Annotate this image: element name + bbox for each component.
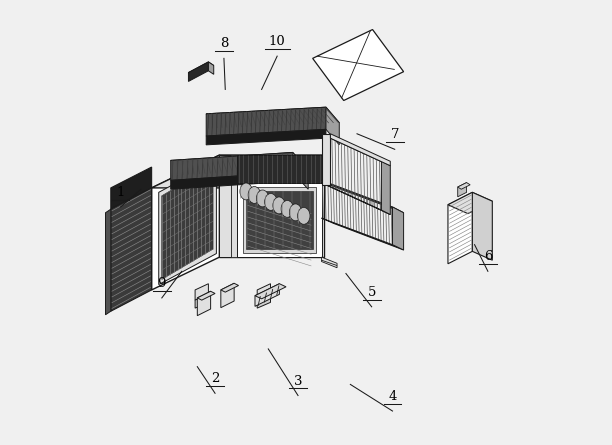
Polygon shape bbox=[392, 207, 403, 250]
Polygon shape bbox=[111, 188, 152, 311]
Polygon shape bbox=[152, 155, 220, 290]
Polygon shape bbox=[237, 182, 321, 257]
Polygon shape bbox=[321, 257, 337, 268]
Ellipse shape bbox=[248, 186, 261, 203]
Polygon shape bbox=[220, 155, 231, 257]
Polygon shape bbox=[237, 155, 321, 182]
Polygon shape bbox=[381, 161, 390, 214]
Polygon shape bbox=[448, 192, 492, 214]
Polygon shape bbox=[448, 192, 472, 264]
Polygon shape bbox=[171, 152, 308, 177]
Polygon shape bbox=[171, 152, 293, 180]
Text: 8: 8 bbox=[220, 37, 228, 50]
Polygon shape bbox=[221, 283, 234, 307]
Polygon shape bbox=[321, 134, 390, 166]
Polygon shape bbox=[188, 62, 209, 81]
Polygon shape bbox=[197, 291, 215, 300]
Text: 7: 7 bbox=[390, 128, 399, 142]
Polygon shape bbox=[321, 182, 390, 214]
Polygon shape bbox=[162, 166, 213, 279]
Text: 4: 4 bbox=[389, 390, 397, 403]
Polygon shape bbox=[231, 155, 237, 257]
Text: 6: 6 bbox=[483, 250, 492, 263]
Ellipse shape bbox=[281, 200, 294, 217]
Ellipse shape bbox=[264, 194, 277, 210]
Polygon shape bbox=[255, 284, 280, 306]
Polygon shape bbox=[195, 294, 209, 308]
Polygon shape bbox=[206, 107, 339, 129]
Polygon shape bbox=[257, 294, 271, 308]
Polygon shape bbox=[188, 62, 214, 76]
Polygon shape bbox=[209, 62, 214, 74]
Ellipse shape bbox=[240, 183, 252, 200]
Polygon shape bbox=[221, 283, 239, 292]
Polygon shape bbox=[321, 180, 403, 213]
Polygon shape bbox=[257, 284, 271, 300]
Polygon shape bbox=[159, 161, 217, 285]
Polygon shape bbox=[195, 284, 209, 300]
Polygon shape bbox=[293, 152, 308, 189]
Text: 3: 3 bbox=[294, 375, 302, 388]
Polygon shape bbox=[321, 134, 330, 185]
Polygon shape bbox=[220, 155, 324, 257]
Ellipse shape bbox=[297, 207, 310, 224]
Polygon shape bbox=[111, 167, 152, 209]
Polygon shape bbox=[152, 155, 324, 188]
Polygon shape bbox=[458, 182, 466, 197]
Text: 1: 1 bbox=[116, 186, 125, 199]
Polygon shape bbox=[330, 134, 390, 166]
Polygon shape bbox=[472, 192, 492, 260]
Polygon shape bbox=[255, 284, 286, 299]
Polygon shape bbox=[313, 29, 403, 101]
Polygon shape bbox=[171, 172, 293, 189]
Polygon shape bbox=[321, 218, 403, 250]
Ellipse shape bbox=[273, 197, 285, 214]
Ellipse shape bbox=[256, 190, 269, 207]
Polygon shape bbox=[246, 190, 313, 249]
Polygon shape bbox=[243, 187, 316, 253]
Polygon shape bbox=[197, 291, 211, 316]
Polygon shape bbox=[105, 209, 111, 315]
Text: 5: 5 bbox=[367, 286, 376, 299]
Text: 9: 9 bbox=[157, 277, 166, 290]
Polygon shape bbox=[206, 107, 326, 136]
Polygon shape bbox=[326, 107, 339, 145]
Text: 2: 2 bbox=[211, 372, 219, 385]
Polygon shape bbox=[206, 129, 326, 145]
Text: 10: 10 bbox=[269, 35, 286, 48]
Ellipse shape bbox=[289, 204, 302, 221]
Polygon shape bbox=[458, 182, 470, 189]
